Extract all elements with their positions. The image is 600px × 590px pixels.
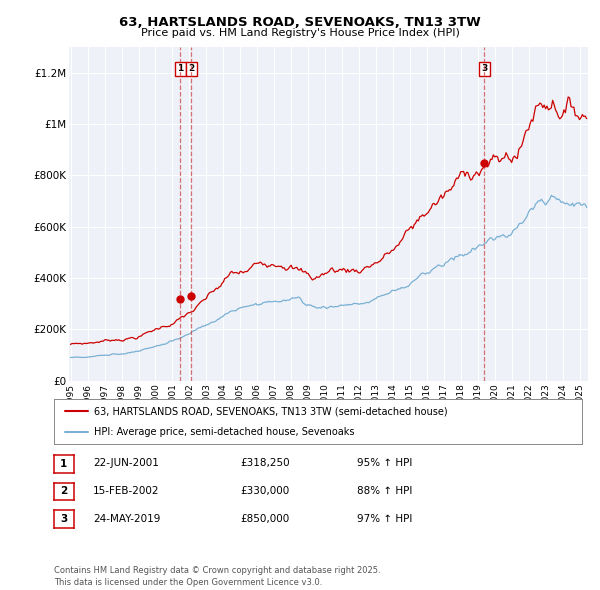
Text: £330,000: £330,000 — [240, 486, 289, 496]
Text: 3: 3 — [60, 514, 68, 524]
Text: 63, HARTSLANDS ROAD, SEVENOAKS, TN13 3TW: 63, HARTSLANDS ROAD, SEVENOAKS, TN13 3TW — [119, 16, 481, 29]
Text: 15-FEB-2002: 15-FEB-2002 — [93, 486, 160, 496]
Text: 97% ↑ HPI: 97% ↑ HPI — [357, 514, 412, 523]
Text: Price paid vs. HM Land Registry's House Price Index (HPI): Price paid vs. HM Land Registry's House … — [140, 28, 460, 38]
Text: £850,000: £850,000 — [240, 514, 289, 523]
Text: HPI: Average price, semi-detached house, Sevenoaks: HPI: Average price, semi-detached house,… — [94, 427, 354, 437]
Text: 1: 1 — [60, 459, 68, 468]
Text: 95% ↑ HPI: 95% ↑ HPI — [357, 458, 412, 468]
Text: 2: 2 — [60, 487, 68, 496]
Text: Contains HM Land Registry data © Crown copyright and database right 2025.
This d: Contains HM Land Registry data © Crown c… — [54, 566, 380, 587]
Text: 24-MAY-2019: 24-MAY-2019 — [93, 514, 160, 523]
Text: 2: 2 — [188, 64, 194, 74]
Text: 88% ↑ HPI: 88% ↑ HPI — [357, 486, 412, 496]
Text: £318,250: £318,250 — [240, 458, 290, 468]
Text: 22-JUN-2001: 22-JUN-2001 — [93, 458, 159, 468]
Text: 1: 1 — [178, 64, 184, 74]
Text: 3: 3 — [481, 64, 487, 74]
Text: 63, HARTSLANDS ROAD, SEVENOAKS, TN13 3TW (semi-detached house): 63, HARTSLANDS ROAD, SEVENOAKS, TN13 3TW… — [94, 407, 447, 417]
